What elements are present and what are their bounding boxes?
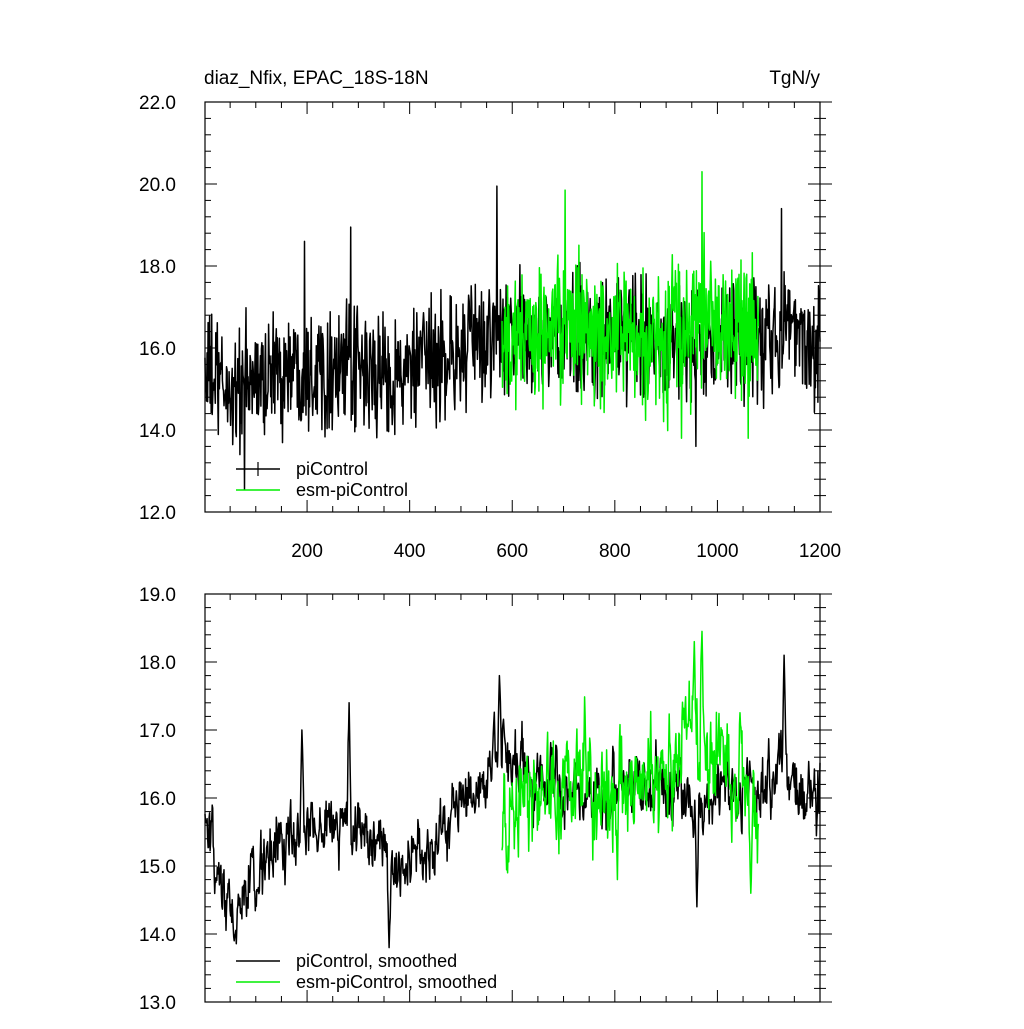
legend-label-picontrol: piControl [296, 459, 368, 479]
bottom-series-line-picontrol-smoothed [204, 654, 821, 949]
bottom-panel: 13.0 14.0 15.0 16.0 17.0 18.0 19.0 piControl, … [139, 585, 832, 1014]
top-y-tick-label: 18.0 [139, 257, 176, 278]
top-x-tick-label: 1000 [696, 541, 738, 562]
top-y-tick-label: 20.0 [139, 175, 176, 196]
top-panel-title: diaz_Nfix, EPAC_18S-18N [204, 68, 429, 89]
bottom-series-line-esm-picontrol-smoothed [501, 630, 760, 894]
top-panel-units: TgN/y [769, 68, 820, 89]
bottom-y-tick-label: 16.0 [139, 789, 176, 810]
top-y-tick-label: 16.0 [139, 339, 176, 360]
bottom-y-tick-label: 18.0 [139, 653, 176, 674]
legend-label-picontrol-smoothed: piControl, smoothed [296, 951, 457, 971]
bottom-panel-axes: 13.0 14.0 15.0 16.0 17.0 18.0 19.0 [139, 585, 832, 1014]
top-panel-legend: piControl esm-piControl [236, 459, 408, 500]
legend-label-esm-picontrol-smoothed: esm-piControl, smoothed [296, 972, 497, 992]
top-x-tick-label: 600 [496, 541, 528, 562]
top-x-tick-label: 400 [394, 541, 426, 562]
bottom-y-tick-label: 17.0 [139, 721, 176, 742]
top-panel-series [204, 170, 821, 491]
bottom-y-tick-label: 13.0 [139, 993, 176, 1014]
bottom-panel-legend: piControl, smoothed esm-piControl, smoot… [236, 951, 497, 992]
top-series-line-esm-picontrol [501, 170, 760, 439]
bottom-y-tick-label: 14.0 [139, 925, 176, 946]
bottom-y-tick-label: 19.0 [139, 585, 176, 606]
top-x-tick-label: 200 [291, 541, 323, 562]
top-x-tick-label: 1200 [799, 541, 841, 562]
top-y-tick-label: 12.0 [139, 503, 176, 524]
legend-label-esm-picontrol: esm-piControl [296, 480, 408, 500]
top-x-tick-label: 800 [599, 541, 631, 562]
top-y-tick-label: 22.0 [139, 93, 176, 114]
bottom-y-tick-label: 15.0 [139, 857, 176, 878]
bottom-panel-series [204, 630, 821, 949]
top-panel-axes: 200 400 600 800 1000 1200 12.0 14.0 16.0 18.0 20.0… [139, 93, 841, 562]
top-panel: diaz_Nfix, EPAC_18S-18N TgN/y 200 400 600 8… [139, 68, 841, 562]
top-y-tick-label: 14.0 [139, 421, 176, 442]
